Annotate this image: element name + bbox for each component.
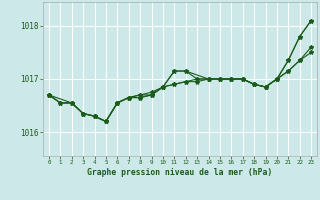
X-axis label: Graphe pression niveau de la mer (hPa): Graphe pression niveau de la mer (hPa) — [87, 168, 273, 177]
